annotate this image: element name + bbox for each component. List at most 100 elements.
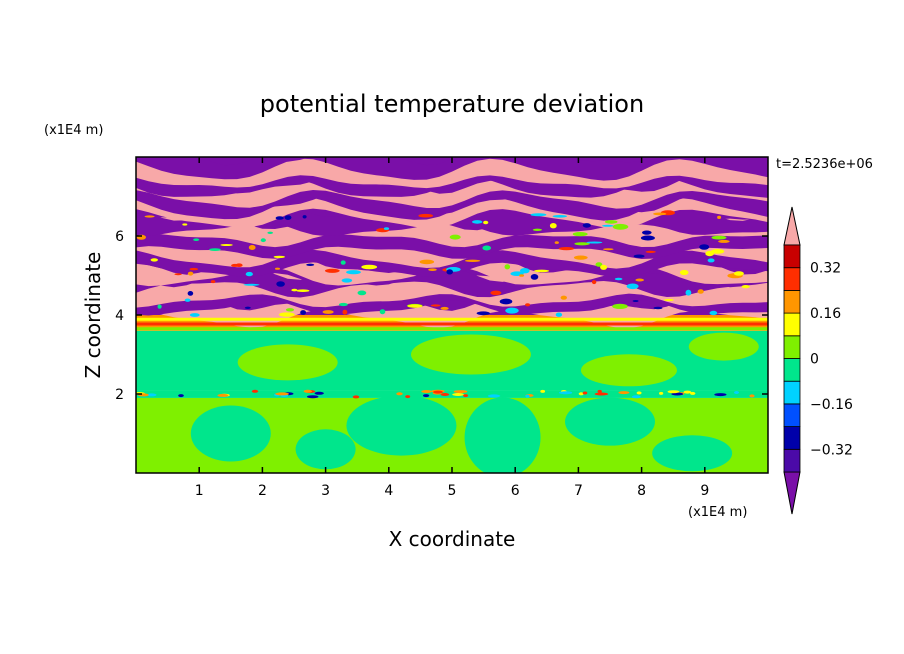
heatmap-speckle [453, 390, 468, 394]
x-tick-label: 5 [448, 483, 457, 499]
heatmap-speckle [560, 295, 567, 300]
colorbar-swatch [783, 335, 801, 359]
heatmap-speckle [483, 220, 489, 225]
heatmap-stripe [136, 317, 768, 321]
heatmap-speckle [352, 395, 360, 399]
heatmap-speckle [189, 267, 199, 271]
heatmap-speckle [549, 223, 557, 229]
heatmap-speckle [338, 302, 348, 307]
heatmap-speckle [600, 264, 608, 270]
heatmap-speckle [178, 394, 184, 398]
y-tick-label: 4 [115, 308, 124, 324]
heatmap-speckle [530, 274, 539, 280]
heatmap-blob [688, 332, 759, 361]
colorbar-label: 0.16 [810, 306, 841, 322]
heatmap-speckle [519, 274, 525, 277]
heatmap-speckle [614, 277, 623, 281]
heatmap-speckle [734, 391, 739, 394]
heatmap-speckle [707, 258, 715, 263]
heatmap-speckle [342, 309, 348, 315]
heatmap-speckle [667, 390, 680, 394]
heatmap-speckle [419, 259, 435, 265]
heatmap-speckle [430, 304, 441, 307]
heatmap-speckle [217, 393, 229, 397]
heatmap-speckle [582, 223, 591, 228]
heatmap-speckle [146, 393, 157, 397]
heatmap-speckle [631, 395, 641, 399]
heatmap-speckle [379, 309, 386, 315]
heatmap-speckle [476, 311, 490, 316]
heatmap-speckle [383, 227, 390, 230]
heatmap-speckle [174, 273, 182, 276]
heatmap-speckle [618, 391, 630, 395]
heatmap-speckle [591, 280, 597, 285]
heatmap-speckle [463, 394, 469, 398]
colorbar-swatch [783, 358, 801, 382]
heatmap-speckle [284, 215, 292, 221]
heatmap-speckle [612, 223, 629, 230]
heatmap-speckle [300, 310, 306, 315]
colorbar-swatch [783, 403, 801, 427]
heatmap-speckle [578, 392, 584, 396]
colorbar-label: 0.32 [810, 261, 841, 277]
heatmap-speckle [341, 278, 353, 283]
heatmap-band [136, 215, 768, 248]
heatmap-speckle [340, 260, 346, 265]
heatmap-speckle [273, 255, 285, 259]
heatmap-speckle [260, 238, 266, 243]
heatmap-speckle [525, 394, 530, 398]
heatmap-speckle [302, 215, 307, 219]
heatmap-speckle [709, 310, 718, 316]
colorbar-swatch [783, 289, 801, 314]
chart-title: potential temperature deviation [260, 90, 644, 118]
heatmap-speckle [520, 268, 530, 274]
time-label: t=2.5236e+06 [776, 157, 873, 172]
heatmap-region-1 [136, 390, 768, 398]
heatmap-speckle [640, 235, 655, 241]
heatmap-speckle [679, 269, 689, 276]
heatmap-speckle [184, 298, 191, 302]
heatmap-speckle [632, 300, 639, 302]
heatmap-speckle [396, 392, 403, 396]
heatmap-speckle [303, 389, 312, 393]
heatmap-speckle [595, 262, 603, 267]
heatmap-speckle [285, 308, 295, 312]
heatmap-speckle [717, 215, 722, 219]
x-tick-label: 2 [258, 483, 267, 499]
heatmap-speckle [604, 220, 618, 224]
heatmap-speckle [275, 267, 280, 270]
y-axis-unit: (x1E4 m) [44, 123, 103, 138]
heatmap-speckle [504, 264, 511, 270]
x-tick-label: 6 [511, 483, 520, 499]
heatmap-speckle [671, 392, 684, 396]
heatmap-speckle [418, 213, 434, 218]
heatmap-speckle [157, 304, 162, 309]
heatmap-speckle [554, 241, 559, 244]
x-tick-label: 1 [195, 483, 204, 499]
colorbar: 0.32 0.16 0 −0.16 −0.32 [783, 206, 853, 515]
x-axis-ticks: 1 2 3 4 5 6 7 8 9 [195, 157, 709, 499]
x-tick-label: 8 [637, 483, 646, 499]
heatmap-blob [464, 397, 541, 473]
colorbar-label: −0.32 [810, 442, 853, 458]
colorbar-extend-bottom [783, 471, 801, 515]
heatmap-blob [565, 397, 655, 446]
x-tick-label: 3 [321, 483, 330, 499]
colorbar-swatch [783, 448, 801, 473]
heatmap-speckle [642, 230, 652, 235]
heatmap-speckle [182, 223, 188, 226]
heatmap-speckle [245, 271, 253, 277]
heatmap-speckle [626, 283, 639, 290]
heatmap-speckle [361, 264, 378, 270]
heatmap-speckle [741, 285, 750, 289]
heatmap-speckle [306, 395, 319, 399]
heatmap-blob [346, 395, 457, 456]
heatmap-speckle [601, 224, 614, 227]
heatmap-speckle [534, 269, 550, 273]
heatmap-speckle [711, 235, 727, 240]
heatmap-speckle [482, 245, 492, 251]
heatmap-speckle [423, 394, 430, 398]
heatmap-speckle [248, 245, 256, 250]
heatmap-speckle [421, 390, 432, 393]
